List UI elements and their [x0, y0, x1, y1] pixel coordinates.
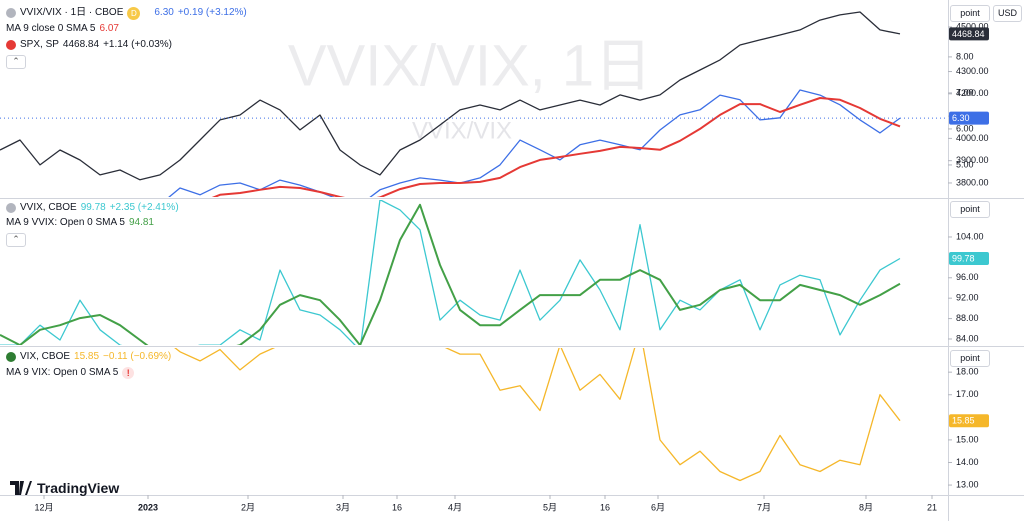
y-tick-label: 84.00	[956, 333, 979, 343]
legend-name: MA 9 VIX: Open 0 SMA 5	[6, 367, 119, 378]
legend-name: MA 9 close 0 SMA 5	[6, 23, 96, 34]
series-line	[0, 11, 901, 181]
y-tick-label: 17.00	[956, 389, 979, 399]
legend-row: VVIX, CBOE 99.78 +2.35 (+2.41%)	[6, 201, 179, 215]
legend-name: MA 9 VVIX: Open 0 SMA 5	[6, 217, 125, 228]
series-group	[174, 348, 901, 482]
legend-row: MA 9 VVIX: Open 0 SMA 5 94.81	[6, 216, 154, 230]
x-tick-label: 8月	[859, 502, 873, 512]
legend-name: VVIX, CBOE	[20, 202, 77, 213]
legend-value: 94.81	[128, 217, 154, 228]
collapse-button[interactable]: ⌃	[6, 55, 26, 69]
y-tick-label: 96.00	[956, 272, 979, 282]
series-line	[0, 200, 901, 345]
x-tick-label: 16	[392, 502, 402, 512]
price-label-box	[949, 414, 989, 428]
x-tick-label: 7月	[757, 502, 771, 512]
price-label: 99.78	[952, 253, 975, 263]
series-line	[0, 203, 901, 345]
y-tick-label: 4300.00	[956, 66, 989, 76]
legend-name: VVIX/VIX · 1日 · CBOE	[20, 7, 124, 18]
watermark: VVIX/VIX, 1日	[288, 33, 652, 98]
legend-name: SPX, SP	[20, 39, 59, 50]
series-line	[211, 97, 901, 197]
series-group	[0, 11, 901, 197]
symbol-icon	[6, 8, 16, 18]
legend-row: VIX, CBOE 15.85 −0.11 (−0.69%)	[6, 350, 171, 364]
y-tick-label: 3900.00	[956, 155, 989, 165]
y-tick-label: 8.00	[956, 51, 974, 61]
y-tick-label: 18.00	[956, 367, 979, 377]
x-tick-label: 3月	[336, 502, 350, 512]
legend-change: +0.19 (+3.12%)	[177, 7, 247, 18]
symbol-icon	[6, 40, 16, 50]
x-tick-label: 2023	[138, 502, 158, 512]
price-label-box	[949, 251, 989, 265]
legend-change: +2.35 (+2.41%)	[109, 202, 179, 213]
y-tick-label: 13.00	[956, 479, 979, 489]
price-label: 4468.84	[952, 29, 985, 39]
symbol-icon	[6, 203, 16, 213]
currency-button[interactable]: USD	[993, 5, 1022, 22]
y-tick-label: 6.00	[956, 123, 974, 133]
y-tick-label: 7.00	[956, 87, 974, 97]
legend-row: MA 9 close 0 SMA 5 6.07	[6, 22, 119, 36]
x-tick-label: 5月	[543, 502, 557, 512]
watermark-sub: VVIX/VIX	[412, 117, 512, 144]
y-tick-label: 88.00	[956, 313, 979, 323]
y-tick-label: 3800.00	[956, 177, 989, 187]
legend-value: 15.85	[74, 351, 100, 362]
x-tick-label: 2月	[241, 502, 255, 512]
interval-badge: D	[127, 6, 141, 20]
scale-button[interactable]: point	[950, 350, 990, 367]
legend-row: VVIX/VIX · 1日 · CBOE D 6.30 +0.19 (+3.12…	[6, 6, 247, 20]
x-tick-label: 4月	[448, 502, 462, 512]
legend-row: MA 9 VIX: Open 0 SMA 5 !	[6, 366, 135, 380]
scale-button[interactable]: point	[950, 201, 990, 218]
series-line	[168, 89, 901, 197]
x-tick-label: 12月	[34, 502, 53, 512]
price-label-box	[949, 111, 989, 125]
price-label: 6.30	[952, 113, 970, 123]
legend-value: 6.30	[154, 7, 174, 18]
y-tick-label: 15.00	[956, 434, 979, 444]
legend-value: 99.78	[80, 202, 106, 213]
x-tick-label: 6月	[651, 502, 665, 512]
legend-change: +1.14 (+0.03%)	[103, 39, 172, 50]
legend-change: −0.11 (−0.69%)	[103, 351, 172, 362]
y-tick-label: 92.00	[956, 293, 979, 303]
scale-button[interactable]: point	[950, 5, 990, 22]
brand-name: TradingView	[37, 480, 120, 496]
legend-name: VIX, CBOE	[20, 351, 71, 362]
collapse-button[interactable]: ⌃	[6, 233, 26, 247]
price-label-box	[949, 27, 989, 41]
warning-icon[interactable]: !	[122, 367, 135, 379]
series-group	[0, 200, 901, 345]
symbol-icon	[6, 352, 16, 362]
y-tick-label: 4000.00	[956, 133, 989, 143]
y-tick-label: 104.00	[956, 231, 984, 241]
x-tick-label: 21	[927, 502, 937, 512]
series-line	[174, 348, 901, 482]
legend-value: 6.07	[99, 23, 119, 34]
price-label: 15.85	[952, 416, 975, 426]
x-tick-label: 16	[600, 502, 610, 512]
y-tick-label: 4200.00	[956, 88, 989, 98]
logo-icon	[10, 481, 32, 495]
branding: TradingView	[10, 480, 119, 496]
y-tick-label: 5.00	[956, 159, 974, 169]
y-tick-label: 4500.00	[956, 21, 989, 31]
y-tick-label: 14.00	[956, 457, 979, 467]
legend-value: 4468.84	[62, 39, 100, 50]
legend-row: SPX, SP 4468.84 +1.14 (+0.03%)	[6, 38, 172, 52]
